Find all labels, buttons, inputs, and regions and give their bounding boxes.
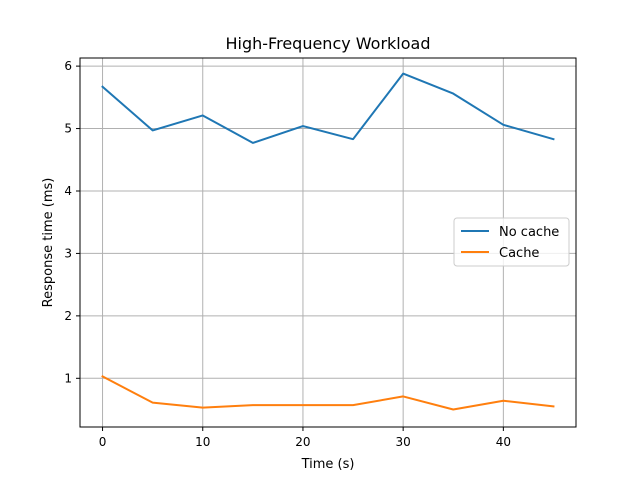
y-tick-label: 2 [64,309,72,323]
series-line-no-cache [101,72,555,144]
y-tick-label: 3 [64,246,72,260]
x-tick-label: 30 [396,435,411,449]
x-axis-label: Time (s) [301,457,355,472]
series-lines [101,72,555,411]
legend-label-cache: Cache [499,246,539,261]
y-tick-label: 4 [64,184,72,198]
legend-label-no-cache: No cache [499,225,559,240]
axis-ticks: 0 10 20 30 40 1 2 3 4 5 6 [64,59,511,449]
series-line-cache [101,375,555,411]
y-tick-label: 5 [64,122,72,136]
plot-area-frame [79,57,577,428]
x-tick-label: 20 [295,435,310,449]
y-tick-label: 1 [64,371,72,385]
x-tick-label: 10 [195,435,210,449]
y-tick-label: 6 [64,59,72,73]
legend: No cache Cache [453,217,570,267]
grid [80,58,576,427]
x-tick-label: 40 [496,435,511,449]
chart-title: High-Frequency Workload [226,34,431,53]
x-tick-label: 0 [99,435,107,449]
y-axis-label: Response time (ms) [41,178,56,308]
